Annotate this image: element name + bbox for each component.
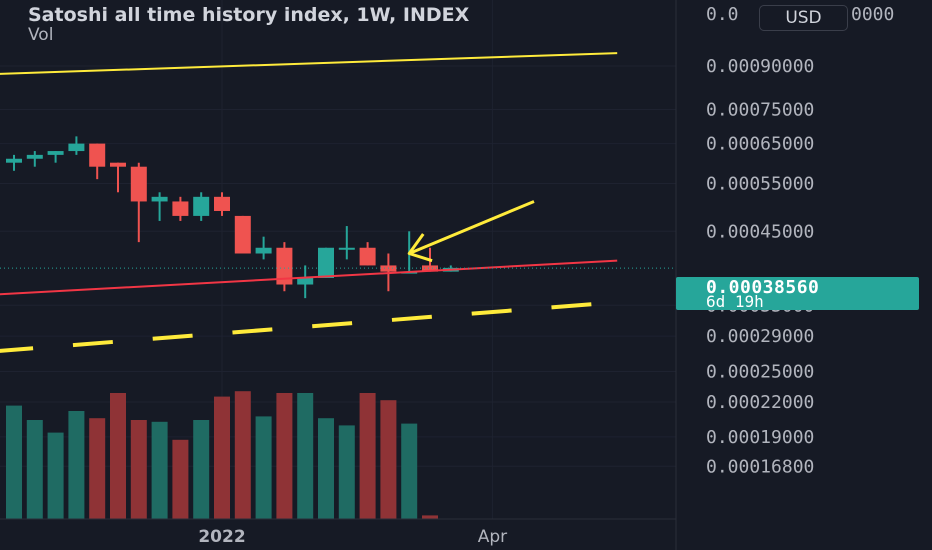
volume-bar [130, 420, 147, 519]
candle-body [47, 151, 64, 155]
bar-close-countdown: 6d 19h [706, 292, 764, 311]
price-tick-label: 0000 [851, 4, 894, 25]
red-trendline [0, 259, 618, 296]
candle-body [68, 143, 85, 152]
price-candles [6, 136, 459, 299]
volume-bar [68, 411, 85, 519]
last-price-value: 0.00038560 [706, 277, 820, 298]
candle-body [338, 247, 355, 250]
dashed-trendline [0, 301, 597, 353]
yellow-trendline [0, 52, 618, 75]
candle-body [297, 277, 314, 285]
volume-bar [422, 515, 438, 519]
candle-body [6, 158, 22, 163]
volume-bar [255, 416, 272, 519]
volume-bar [6, 405, 22, 519]
volume-indicator-label[interactable]: Vol [28, 25, 54, 45]
price-axis[interactable]: 0.00090000 0.00075000 0.00065000 0.00055000… [706, 4, 894, 477]
volume-bar [26, 420, 43, 519]
candle-body [110, 162, 126, 167]
price-tick-label: 0.00065000 [706, 134, 814, 155]
volume-bar [401, 423, 418, 519]
drawing-annotations[interactable] [0, 52, 618, 353]
price-tick-label: 0.00029000 [706, 326, 814, 347]
arrow-head [407, 233, 433, 263]
price-tick-label: 0.00055000 [706, 173, 814, 194]
arrow-shaft [408, 200, 535, 255]
candle-body [255, 247, 272, 254]
candle-body [89, 143, 106, 167]
last-price-tag: 0.00038560 6d 19h [676, 277, 919, 311]
volume-bar [47, 432, 64, 519]
price-tick-label: 0.00019000 [706, 427, 814, 448]
candle-body [193, 196, 210, 216]
candle-body [318, 247, 334, 278]
volume-bar [193, 420, 210, 519]
volume-bar [338, 425, 355, 519]
price-tick-label: 0.00075000 [706, 99, 814, 120]
volume-bar [380, 400, 397, 519]
volume-bar [276, 393, 293, 519]
volume-bar [172, 439, 189, 519]
volume-bar [151, 421, 168, 519]
candle-body [214, 196, 230, 211]
candle-body [151, 196, 168, 202]
candle-body [234, 215, 251, 254]
price-tick-label: 0.00022000 [706, 392, 814, 413]
volume-bar [214, 396, 230, 519]
price-tick-label: 0.00025000 [706, 361, 814, 382]
volume-bar [297, 393, 314, 519]
currency-button[interactable]: USD [759, 5, 848, 31]
volume-bar [89, 418, 106, 519]
chart-legend-title: Satoshi all time history index, 1W, INDE… [28, 4, 470, 26]
volume-bar [359, 393, 376, 519]
candle-body [422, 265, 438, 272]
candle-body [172, 201, 189, 216]
volume-bar [318, 418, 334, 519]
volume-bar [110, 393, 126, 519]
price-tick-label: 0.0 [706, 4, 739, 25]
time-tick-label: 2022 [198, 527, 245, 547]
volume-bar [234, 391, 251, 519]
volume-bars [6, 391, 438, 519]
price-tick-label: 0.00090000 [706, 56, 814, 77]
time-tick-label: Apr [478, 527, 507, 547]
candle-body [130, 166, 147, 202]
time-axis[interactable]: 2022 Apr [198, 527, 507, 547]
price-tick-label: 0.00016800 [706, 456, 814, 477]
candle-body [359, 247, 376, 266]
price-tick-label: 0.00045000 [706, 221, 814, 242]
candle-body [26, 154, 43, 159]
candle-body [276, 247, 293, 285]
